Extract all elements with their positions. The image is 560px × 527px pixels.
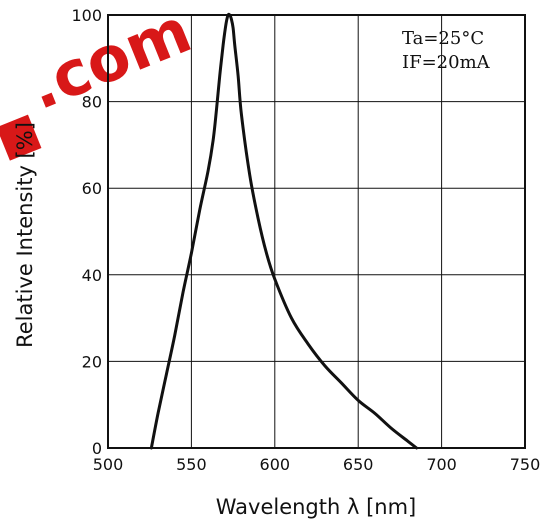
plot-frame: [107, 14, 526, 449]
annotation-current: IF=20mA: [402, 52, 491, 73]
watermark-text: .com: [18, 0, 201, 124]
x-tick-label: 600: [260, 455, 291, 474]
x-tick-label: 650: [343, 455, 374, 474]
y-tick-label: 40: [82, 266, 102, 285]
y-tick-label: 80: [82, 93, 102, 112]
y-axis-ticks: 0 20 40 60 80 100: [71, 6, 102, 458]
x-tick-label: 550: [176, 455, 207, 474]
x-tick-label: 700: [426, 455, 457, 474]
y-tick-label: 100: [71, 6, 102, 25]
watermark-mark: [0, 114, 42, 161]
x-axis-label: Wavelength λ [nm]: [216, 495, 417, 519]
series-line: [149, 12, 419, 450]
x-tick-label: 500: [93, 455, 124, 474]
y-tick-label: 20: [82, 352, 102, 371]
chart-grid: [108, 15, 525, 448]
y-tick-label: 0: [92, 439, 102, 458]
annotation-temperature: Ta=25°C: [402, 28, 484, 49]
x-axis-ticks: 500 550 600 650 700 750: [93, 455, 541, 474]
y-axis-label: Relative Intensity [%]: [13, 122, 37, 348]
x-tick-label: 750: [510, 455, 541, 474]
y-tick-label: 60: [82, 179, 102, 198]
